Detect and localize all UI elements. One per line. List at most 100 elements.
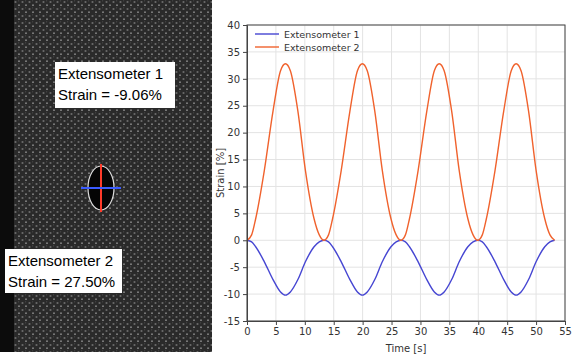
tick: 30	[415, 321, 428, 337]
tick: 5	[273, 321, 279, 337]
tick-mark	[565, 321, 566, 325]
specimen-edge	[0, 0, 14, 352]
grid-line	[247, 159, 565, 160]
grid-line	[478, 25, 479, 321]
tick: 10	[299, 321, 312, 337]
tick: 50	[530, 321, 543, 337]
tick-mark	[507, 321, 508, 325]
tick: 15	[328, 321, 341, 337]
plot-frame	[247, 25, 565, 321]
grid-line	[449, 25, 450, 321]
tick: 20	[357, 321, 370, 337]
tick-label: 55	[559, 326, 572, 337]
x-axis: 0 5 10 15 20 25 30 35 40 45 50 55	[244, 321, 572, 337]
grid-line	[391, 25, 392, 321]
tick-label: 20	[227, 127, 240, 138]
tick-mark	[243, 133, 247, 134]
tick: 25	[386, 321, 399, 337]
axis-line	[248, 322, 566, 326]
grid-line	[275, 25, 276, 321]
grid-line	[247, 78, 565, 79]
series-line	[247, 240, 555, 295]
tick: 40	[472, 321, 485, 337]
tick-mark	[305, 321, 306, 325]
tick-label: 10	[227, 181, 240, 192]
grid-line	[247, 213, 565, 214]
tick: 35	[227, 47, 247, 58]
tick-mark	[243, 106, 247, 107]
grid-line	[507, 25, 508, 321]
annotation-text: Strain = 27.50%	[8, 273, 115, 290]
tick-label: 25	[386, 326, 399, 337]
tick-label: 15	[328, 326, 341, 337]
annotation-label: Extensometer 1	[58, 65, 163, 82]
annotation: Extensometer 2 Strain = 27.50%	[5, 249, 122, 293]
tick: 25	[227, 100, 247, 111]
tick-label: 30	[227, 74, 240, 85]
grid-line	[333, 25, 334, 321]
tick: -5	[230, 262, 247, 273]
tick-label: -10	[224, 289, 240, 300]
tick: -10	[224, 289, 247, 300]
legend: Extensometer 1 Extensometer 2	[255, 29, 360, 53]
tick-label: 30	[415, 326, 428, 337]
legend-item: Extensometer 2	[255, 42, 360, 53]
legend-swatch	[255, 46, 279, 47]
y-axis-title: Strain [%]	[215, 148, 226, 198]
tick-mark	[420, 321, 421, 325]
tick-label: 35	[443, 326, 456, 337]
tick-label: 25	[227, 100, 240, 111]
extensometer-line	[81, 187, 121, 189]
chart: 0 5 10 15 20 25 30 35 40 45 50 55 -15 -10 -5 0 5 10 15 20 25…	[215, 20, 572, 354]
tick: 0	[234, 235, 247, 246]
tick-label: 50	[530, 326, 543, 337]
tick-label: 20	[357, 326, 370, 337]
grid-line	[362, 25, 363, 321]
annotation-label: Extensometer 2	[8, 252, 113, 269]
tick-mark	[478, 321, 479, 325]
tick-mark	[243, 213, 247, 214]
annotation-box	[5, 249, 122, 293]
axis-line	[243, 26, 248, 322]
tick-mark	[334, 321, 335, 325]
tick-label: 10	[299, 326, 312, 337]
legend-label: Extensometer 2	[284, 42, 360, 53]
tick-mark	[243, 240, 247, 241]
tick-mark	[243, 267, 247, 268]
tick-mark	[449, 321, 450, 325]
tick-label: 5	[273, 326, 279, 337]
tick: 0	[244, 321, 250, 337]
tick-label: 0	[244, 326, 250, 337]
tick: 55	[559, 321, 572, 337]
legend-item: Extensometer 1	[255, 29, 360, 40]
plot-area	[247, 64, 555, 295]
tick-label: 40	[472, 326, 485, 337]
tick: 20	[227, 127, 247, 138]
tick-mark	[243, 25, 247, 26]
tick-label: 40	[227, 20, 240, 31]
tick-label: 15	[227, 154, 240, 165]
tick-mark	[536, 321, 537, 325]
grid-line	[420, 25, 421, 321]
tick: 30	[227, 74, 247, 85]
tick-mark	[243, 160, 247, 161]
tick-mark	[243, 321, 247, 322]
tick-mark	[363, 321, 364, 325]
tick-mark	[243, 186, 247, 187]
annotation-text: Strain = -9.06%	[58, 86, 162, 103]
x-axis-title: Time [s]	[385, 343, 427, 354]
specimen-image: Extensometer 1 Strain = -9.06% Extensomete…	[0, 0, 212, 352]
tick: 35	[443, 321, 456, 337]
tick-mark	[276, 321, 277, 325]
tick-mark	[243, 52, 247, 53]
tick: 45	[501, 321, 514, 337]
legend-swatch	[255, 33, 279, 34]
legend-label: Extensometer 1	[284, 29, 360, 40]
tick-label: -15	[224, 316, 240, 327]
grid	[247, 25, 565, 321]
annotation-box	[55, 62, 175, 108]
tick-label: 45	[501, 326, 514, 337]
y-axis: -15-10-50510152025303540	[224, 20, 248, 327]
figure: Extensometer 1 Strain = -9.06% Extensomete…	[0, 0, 582, 360]
grid-line	[247, 240, 565, 241]
